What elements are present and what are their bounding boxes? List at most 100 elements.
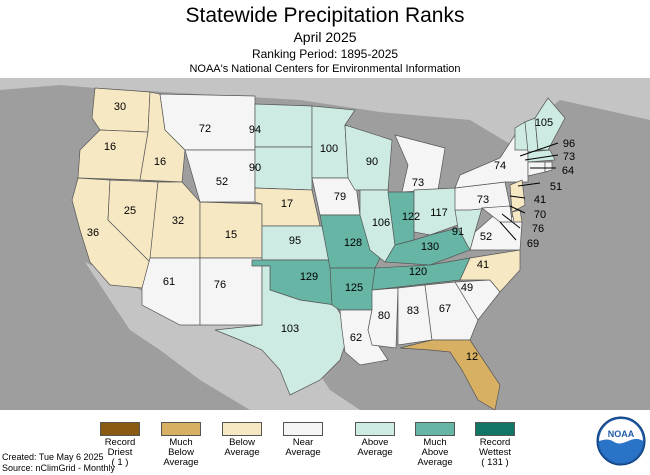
legend-label-line: Below	[168, 447, 194, 458]
rank-NC: 41	[477, 259, 489, 271]
rank-ME: 105	[535, 117, 553, 129]
rank-ID: 16	[154, 156, 166, 168]
legend-label-line: Much	[423, 437, 447, 448]
legend-item-below: Below Average	[207, 422, 277, 458]
rank-MN: 100	[320, 143, 338, 155]
legend-label-line: ( 1 )	[111, 457, 129, 468]
legend-label-line: Record	[104, 437, 136, 448]
legend-label-line: Average	[163, 457, 199, 468]
rank-TN: 120	[409, 266, 427, 278]
legend-label-line: Average	[224, 447, 260, 458]
state-FL	[399, 339, 501, 410]
callout-lines	[499, 142, 559, 241]
state-GA	[424, 281, 479, 341]
rank-RI: 73	[563, 151, 575, 163]
rank-OH: 117	[430, 207, 448, 219]
rank-MT: 72	[199, 123, 211, 135]
legend-label-line: Average	[357, 447, 393, 458]
legend-item-above: Above Average	[340, 422, 410, 458]
rank-MA: 96	[563, 138, 575, 150]
ranking-period: Ranking Period: 1895-2025	[251, 47, 399, 61]
created-date: Created: Tue May 6 2025	[2, 452, 104, 462]
map-title: Statewide Precipitation Ranks	[185, 4, 465, 27]
state-ND	[254, 103, 313, 148]
us-precipitation-map: 30 16 16 72 94 100 90 90 52 73 74 105 79…	[0, 78, 650, 410]
map-month: April 2025	[293, 29, 357, 45]
rank-NM: 76	[214, 279, 226, 291]
legend-item-much_above: Much Above Average	[400, 422, 470, 468]
state-KY	[384, 227, 471, 266]
rank-MS: 80	[378, 310, 390, 322]
state-NC	[459, 249, 521, 293]
noaa-logo: NOAA	[596, 416, 646, 466]
rank-UT: 32	[172, 215, 184, 227]
data-source: Source: nClimGrid - Monthly	[2, 463, 116, 473]
rank-KS: 95	[289, 235, 301, 247]
rank-KY: 130	[421, 241, 439, 253]
state-SD	[254, 146, 313, 191]
legend-label-line: Average	[285, 447, 321, 458]
rank-FL: 12	[466, 351, 478, 363]
source-org: NOAA's National Centers for Environmenta…	[189, 63, 461, 75]
legend-swatch	[222, 422, 262, 436]
legend-item-much_below: Much Below Average	[146, 422, 216, 468]
rank-TX: 103	[281, 323, 299, 335]
rank-SD: 90	[249, 162, 261, 174]
legend-label-line: Much	[169, 437, 193, 448]
rank-NJ: 51	[550, 181, 562, 193]
state-TX	[214, 265, 351, 396]
state-NM	[199, 257, 263, 326]
rank-MD: 70	[534, 209, 546, 221]
rank-CT: 64	[562, 165, 574, 177]
canada-land	[0, 78, 650, 150]
legend-label: Record Driest( 1 )	[85, 438, 155, 468]
rank-IA: 79	[334, 191, 346, 203]
rank-DE2: 69	[527, 238, 539, 250]
legend-item-record_wettest: Record Wettest( 131 )	[460, 422, 530, 468]
rank-SC: 49	[461, 282, 473, 294]
legend-label-line: Above	[361, 437, 389, 448]
rank-MI: 73	[412, 177, 424, 189]
legend-label-line: Record	[479, 437, 511, 448]
legend-label-line: ( 131 )	[481, 457, 509, 468]
rank-OK: 129	[300, 271, 318, 283]
legend-item-record_driest: Record Driest( 1 )	[85, 422, 155, 468]
rank-MO: 128	[344, 237, 362, 249]
state-DE	[511, 209, 523, 223]
rank-PA: 73	[477, 194, 489, 206]
state-RI	[544, 161, 553, 173]
rank-DC: 76	[532, 223, 544, 235]
legend-swatch	[415, 422, 455, 436]
noaa-logo-text: NOAA	[608, 429, 635, 439]
rank-WI: 90	[366, 156, 378, 168]
rank-AR: 125	[345, 282, 363, 294]
legend-swatch	[283, 422, 323, 436]
rank-WA: 30	[114, 101, 126, 113]
state-OR	[77, 129, 149, 181]
rank-AL: 83	[407, 305, 419, 317]
legend-swatch	[475, 422, 515, 436]
legend-swatch	[161, 422, 201, 436]
legend-label: Below Average	[207, 438, 277, 458]
legend-label-line: Above	[421, 447, 449, 458]
rank-NY: 74	[494, 160, 506, 172]
legend-label-line: Wettest	[478, 447, 512, 458]
state-ME	[534, 97, 566, 151]
rank-ND: 94	[249, 124, 261, 136]
rank-IN: 122	[402, 211, 420, 223]
legend-label-line: Average	[417, 457, 453, 468]
rank-WV: 91	[452, 226, 464, 238]
rank-NE: 17	[281, 198, 293, 210]
legend-label: Much Above Average	[400, 438, 470, 468]
rank-CA: 36	[87, 227, 99, 239]
state-OH	[413, 187, 459, 236]
legend-item-near: Near Average	[268, 422, 338, 458]
rank-GA: 67	[439, 303, 451, 315]
legend-swatch	[100, 422, 140, 436]
legend-label-line: Near	[292, 437, 314, 448]
rank-WY: 52	[216, 176, 228, 188]
legend-label-line: Driest	[107, 447, 133, 458]
rank-NV: 25	[124, 205, 136, 217]
rank-DE: 41	[534, 194, 546, 206]
state-NJ	[509, 179, 526, 213]
